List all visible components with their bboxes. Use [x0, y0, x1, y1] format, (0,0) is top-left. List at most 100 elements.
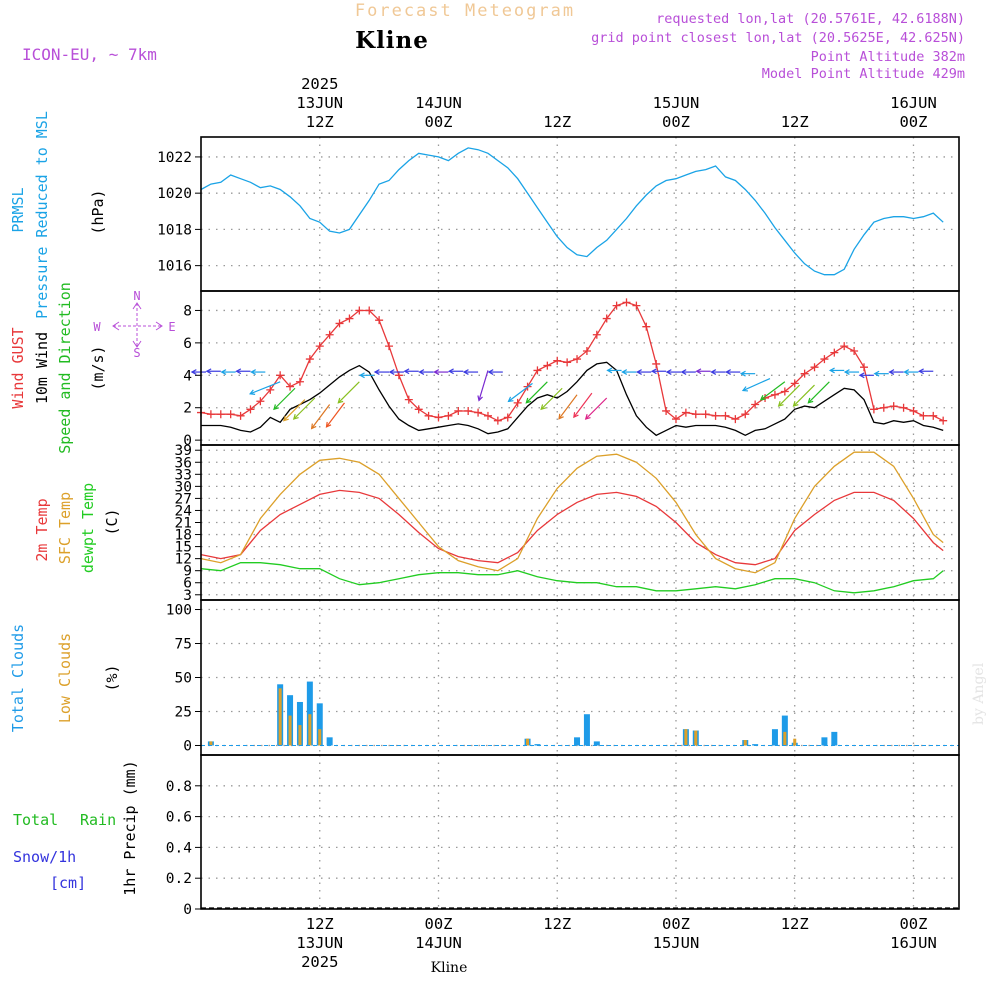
wind-arrow-head: [792, 401, 799, 407]
gust-marker: [533, 366, 542, 375]
point-altitude: Point Altitude 382m: [811, 49, 965, 65]
wind-direction-arrow: [760, 381, 786, 401]
gust-marker: [493, 416, 502, 425]
gust-marker: [671, 415, 680, 424]
y-tick-label: 0: [183, 433, 192, 449]
wind-arrow-head: [903, 369, 910, 375]
gust-marker: [286, 382, 295, 391]
cloud-bar: [298, 725, 302, 746]
gust-marker: [375, 316, 384, 325]
time-label-bottom: 13JUN: [296, 934, 343, 952]
gust-marker: [385, 342, 394, 351]
location-title: Kline: [355, 27, 429, 54]
gust-marker: [355, 306, 364, 315]
time-label-bottom: 12Z: [543, 915, 571, 933]
wind-arrow-head: [373, 369, 380, 375]
gust-marker: [325, 330, 334, 339]
gust-marker: [879, 403, 888, 412]
gust-marker: [582, 346, 591, 355]
gust-marker: [563, 358, 572, 367]
gust-marker: [236, 411, 245, 420]
wind-arrow-head: [447, 368, 454, 375]
temp2m-label: 2m Temp: [33, 498, 51, 561]
wind-direction-arrow: [558, 394, 578, 420]
wind-arrow-head: [477, 395, 483, 402]
wind-arrow-head: [918, 368, 924, 375]
gust-marker: [256, 397, 265, 406]
cloud-bar: [781, 715, 788, 746]
gust-marker: [305, 355, 314, 364]
gust-marker: [513, 398, 522, 407]
wind-arrow-head: [273, 404, 279, 411]
time-label-bottom: 00Z: [424, 915, 452, 933]
y-tick-label: 1022: [157, 150, 192, 166]
gust-marker: [711, 411, 720, 420]
wind-direction-arrow: [311, 404, 331, 429]
series-line: [201, 361, 944, 437]
gust-marker: [840, 342, 849, 351]
wind-direction-arrow: [573, 392, 593, 418]
y-tick-label: 36: [175, 455, 192, 471]
cloud-bar: [296, 701, 303, 746]
wind-direction-arrow: [293, 397, 316, 420]
gust-marker: [681, 408, 690, 417]
wind-arrow-head: [741, 386, 749, 392]
wind-label: 10m Wind: [33, 332, 51, 404]
gust-marker: [365, 306, 374, 315]
cloud-bar: [831, 731, 838, 746]
y-tick-label: 8: [183, 303, 192, 319]
wind-arrow-head: [759, 394, 766, 401]
wind-direction-arrow: [508, 382, 533, 402]
gust-marker: [622, 298, 631, 307]
compass-arrow: [112, 321, 120, 331]
time-label-top: 00Z: [899, 113, 927, 131]
time-label-top: 2025: [301, 75, 338, 93]
gust-marker: [226, 410, 235, 419]
wind-arrow-head: [573, 412, 579, 419]
wind-arrow-head: [433, 369, 440, 375]
series-line: [200, 147, 944, 276]
gust-marker: [939, 416, 948, 425]
watermark: by Angel: [971, 662, 987, 725]
time-label-top: 14JUN: [415, 94, 462, 112]
gust-marker: [424, 411, 433, 420]
pressure-units: (hPa): [89, 189, 107, 234]
wind-arrow-head: [337, 397, 344, 404]
series-line: [200, 301, 944, 422]
wind-arrow-head: [873, 370, 880, 377]
gust-marker: [632, 301, 641, 310]
wind-arrow-head: [558, 413, 564, 420]
compass-arrow: [155, 321, 163, 331]
cloud-bar: [821, 737, 828, 746]
y-tick-label: 1020: [157, 186, 192, 202]
precip-units: 1hr Precip (mm): [121, 760, 139, 895]
gust-marker: [454, 406, 463, 415]
wind-direction-arrow: [585, 397, 608, 420]
wind-arrow-head: [540, 404, 547, 411]
wind-arrow-head: [205, 368, 212, 375]
gust-marker: [810, 363, 819, 372]
gust-marker: [780, 387, 789, 396]
time-label-bottom: 00Z: [899, 915, 927, 933]
gust-marker: [464, 406, 473, 415]
gust-marker: [889, 402, 898, 411]
y-tick-label: 9: [183, 564, 192, 580]
wind-direction-arrow: [793, 384, 815, 407]
gust-marker: [691, 410, 700, 419]
temp-units: (C): [103, 508, 121, 535]
cloud-bar: [593, 741, 600, 746]
rain-label: Rain: [80, 811, 116, 829]
low-clouds-label: Low Clouds: [56, 633, 74, 723]
gust-marker: [909, 406, 918, 415]
wind-arrow-head: [665, 369, 672, 375]
y-tick-label: 1016: [157, 259, 192, 275]
wind-direction-arrow: [273, 387, 296, 410]
wind-direction-arrow: [337, 381, 360, 404]
compass-s: S: [133, 346, 140, 360]
gust-marker: [345, 314, 354, 323]
cloud-bar: [534, 744, 541, 746]
wind-arrow-head: [843, 369, 850, 375]
total-label: Total: [13, 811, 58, 829]
y-tick-label: 0.4: [166, 840, 192, 856]
